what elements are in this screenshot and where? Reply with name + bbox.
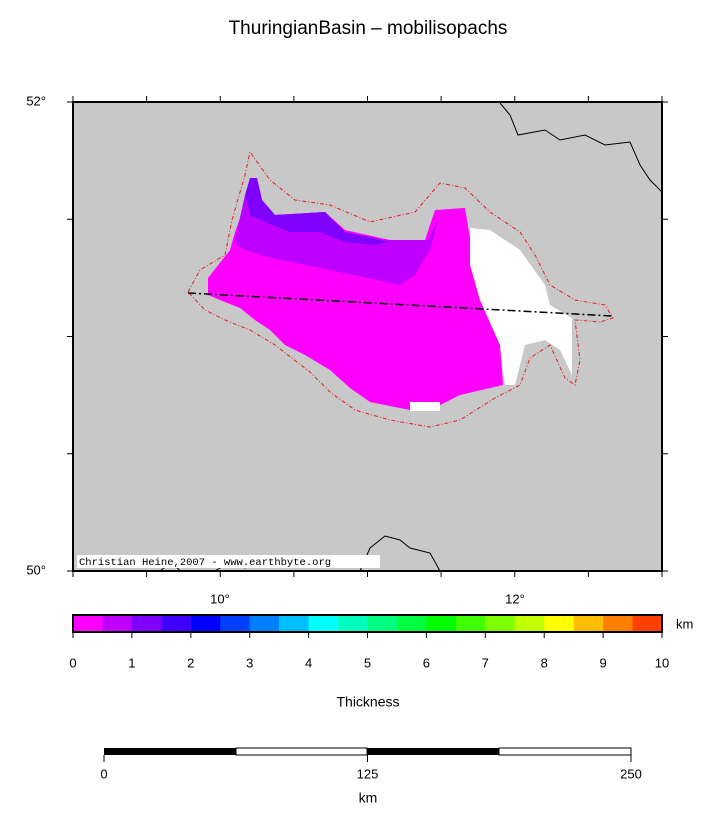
colorbar-tick-label: 0 xyxy=(69,655,76,670)
colorbar-tick-label: 8 xyxy=(541,655,548,670)
colorbar-swatch xyxy=(603,615,633,632)
colorbar-swatch xyxy=(338,615,368,632)
thickness-region xyxy=(245,178,388,245)
colorbar-swatch xyxy=(73,615,103,632)
colorbar-swatch xyxy=(308,615,339,632)
colorbar-swatch xyxy=(190,615,221,632)
colorbar-swatch xyxy=(632,615,663,632)
credit: Christian Heine,2007 - www.earthbyte.org xyxy=(79,557,331,569)
lon-label: 10° xyxy=(210,591,230,606)
colorbar-label: Thickness xyxy=(336,694,399,710)
outline-contour xyxy=(187,150,614,428)
colorbar-swatch xyxy=(455,615,486,632)
scalebar-tick-label: 0 xyxy=(100,766,107,781)
colorbar-tick-label: 4 xyxy=(305,655,312,670)
lon-label: 12° xyxy=(505,591,525,606)
colorbar-swatch xyxy=(396,615,427,632)
colorbar-swatch xyxy=(161,615,192,632)
colorbar-tick-label: 6 xyxy=(423,655,430,670)
colorbar-unit: km xyxy=(676,616,693,631)
colorbar-swatch xyxy=(573,615,604,632)
colorbar-swatch xyxy=(367,615,398,632)
colorbar-swatch xyxy=(279,615,309,632)
coastline xyxy=(499,102,663,193)
scalebar-segment xyxy=(498,747,632,756)
scalebar-segment xyxy=(235,747,368,756)
colorbar: km Thickness 0 1 2 3 4 5 6 7 8 9 10 xyxy=(69,614,693,710)
no-data-region xyxy=(410,402,440,411)
scalebar-unit: km xyxy=(359,790,378,806)
colorbar-swatch xyxy=(426,615,457,632)
colorbar-swatch xyxy=(544,615,574,632)
colorbar-tick-label: 10 xyxy=(655,655,669,670)
coastline xyxy=(359,535,441,572)
scalebar-tick-label: 250 xyxy=(620,766,642,781)
colorbar-tick-label: 7 xyxy=(482,655,489,670)
colorbar-tick-label: 3 xyxy=(246,655,253,670)
colorbar-tick-label: 5 xyxy=(364,655,371,670)
scalebar-tick-label: 125 xyxy=(357,766,379,781)
title: ThuringianBasin – mobilisopachs xyxy=(229,18,508,39)
colorbar-tick-label: 9 xyxy=(599,655,606,670)
colorbar-tick-label: 1 xyxy=(128,655,135,670)
colorbar-swatch xyxy=(102,615,133,632)
colorbar-swatch xyxy=(514,615,545,632)
scalebar-segment xyxy=(104,748,236,755)
section-line xyxy=(187,292,613,317)
scalebar-segment xyxy=(367,748,499,755)
scalebar: km 0 125 250 xyxy=(100,747,642,806)
map: Christian Heine,2007 - www.earthbyte.org… xyxy=(26,93,668,606)
colorbar-swatch xyxy=(249,615,280,632)
colorbar-swatch xyxy=(485,615,516,632)
lat-label: 50° xyxy=(26,562,46,577)
colorbar-swatch xyxy=(220,615,250,632)
credit-background xyxy=(77,555,380,568)
colorbar-tick-label: 2 xyxy=(187,655,194,670)
colorbar-swatch xyxy=(131,615,162,632)
lat-label: 52° xyxy=(26,93,46,108)
no-data-region xyxy=(470,228,572,385)
